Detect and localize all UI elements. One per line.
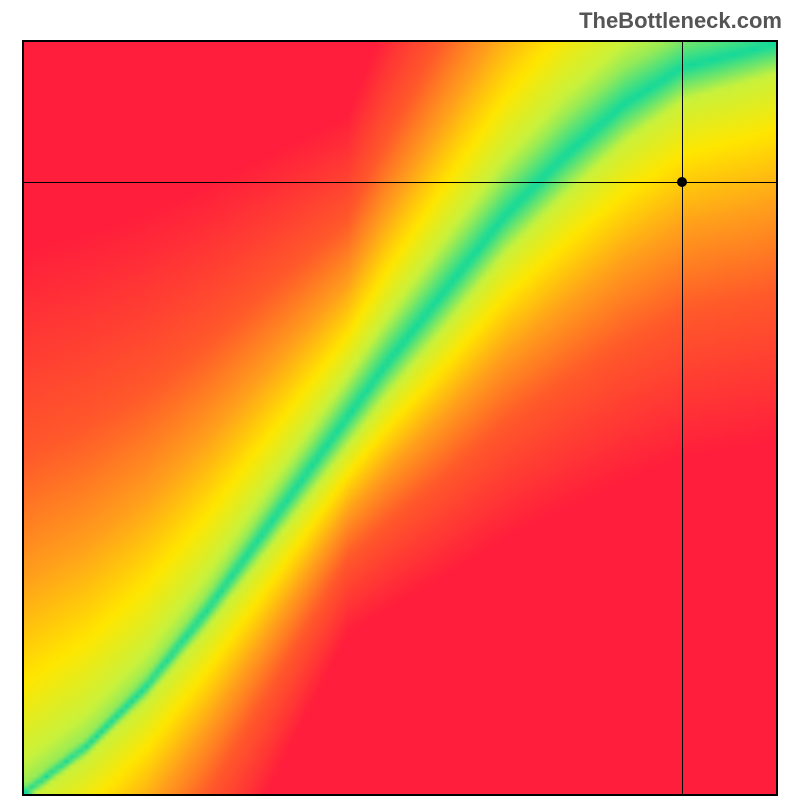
crosshair-horizontal <box>24 182 776 183</box>
crosshair-vertical <box>682 42 683 794</box>
heatmap-canvas <box>24 42 776 794</box>
heatmap-frame <box>22 40 778 796</box>
watermark-text: TheBottleneck.com <box>579 8 782 34</box>
marker-dot <box>677 177 687 187</box>
